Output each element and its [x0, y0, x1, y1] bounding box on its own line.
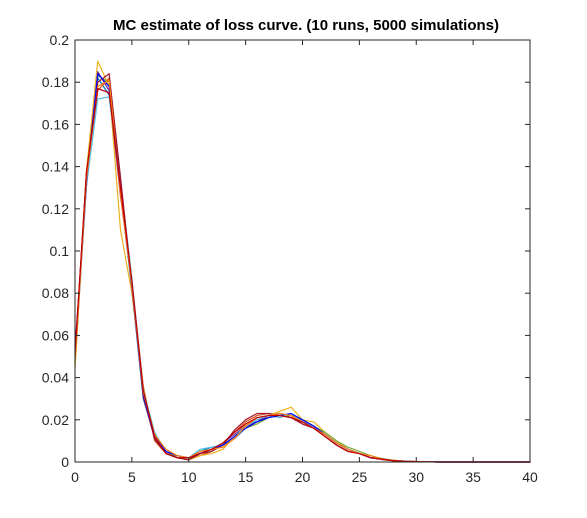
y-tick-label: 0.14 [42, 159, 69, 175]
y-axis: 0 0.02 0.04 0.06 0.08 0.1 0.12 0.14 0.16 0.18 0.2 [42, 32, 530, 470]
y-tick-label: 0.2 [50, 32, 70, 48]
x-tick-label: 5 [128, 469, 136, 485]
y-tick-label: 0.12 [42, 201, 69, 217]
x-tick-label: 20 [295, 469, 311, 485]
plot-area [74, 60, 531, 463]
y-tick-label: 0.1 [50, 243, 70, 259]
x-tick-label: 35 [465, 469, 481, 485]
y-tick-label: 0.18 [42, 74, 69, 90]
x-tick-label: 15 [238, 469, 254, 485]
y-tick-label: 0 [61, 454, 69, 470]
series-line-run-1 [74, 77, 531, 463]
x-tick-label: 40 [522, 469, 538, 485]
series-line-run-10 [74, 87, 531, 463]
series-line-run-7 [74, 73, 531, 463]
x-axis: 0 5 10 15 20 25 30 35 40 [71, 40, 538, 485]
series-line-run-8 [74, 73, 531, 463]
y-tick-label: 0.06 [42, 327, 69, 343]
series-line-run-3 [74, 60, 531, 463]
x-tick-label: 30 [408, 469, 424, 485]
series-line-run-5 [74, 75, 531, 463]
x-tick-label: 0 [71, 469, 79, 485]
x-tick-label: 10 [181, 469, 197, 485]
chart-title: MC estimate of loss curve. (10 runs, 500… [113, 17, 499, 34]
y-tick-label: 0.04 [42, 370, 69, 386]
series-line-run-4 [74, 71, 531, 463]
y-tick-label: 0.08 [42, 285, 69, 301]
y-tick-label: 0.02 [42, 412, 69, 428]
x-tick-label: 25 [352, 469, 368, 485]
series-line-run-2 [74, 77, 531, 463]
y-tick-label: 0.16 [42, 116, 69, 132]
series-line-run-6 [74, 96, 531, 463]
series-line-run-9 [74, 79, 531, 463]
